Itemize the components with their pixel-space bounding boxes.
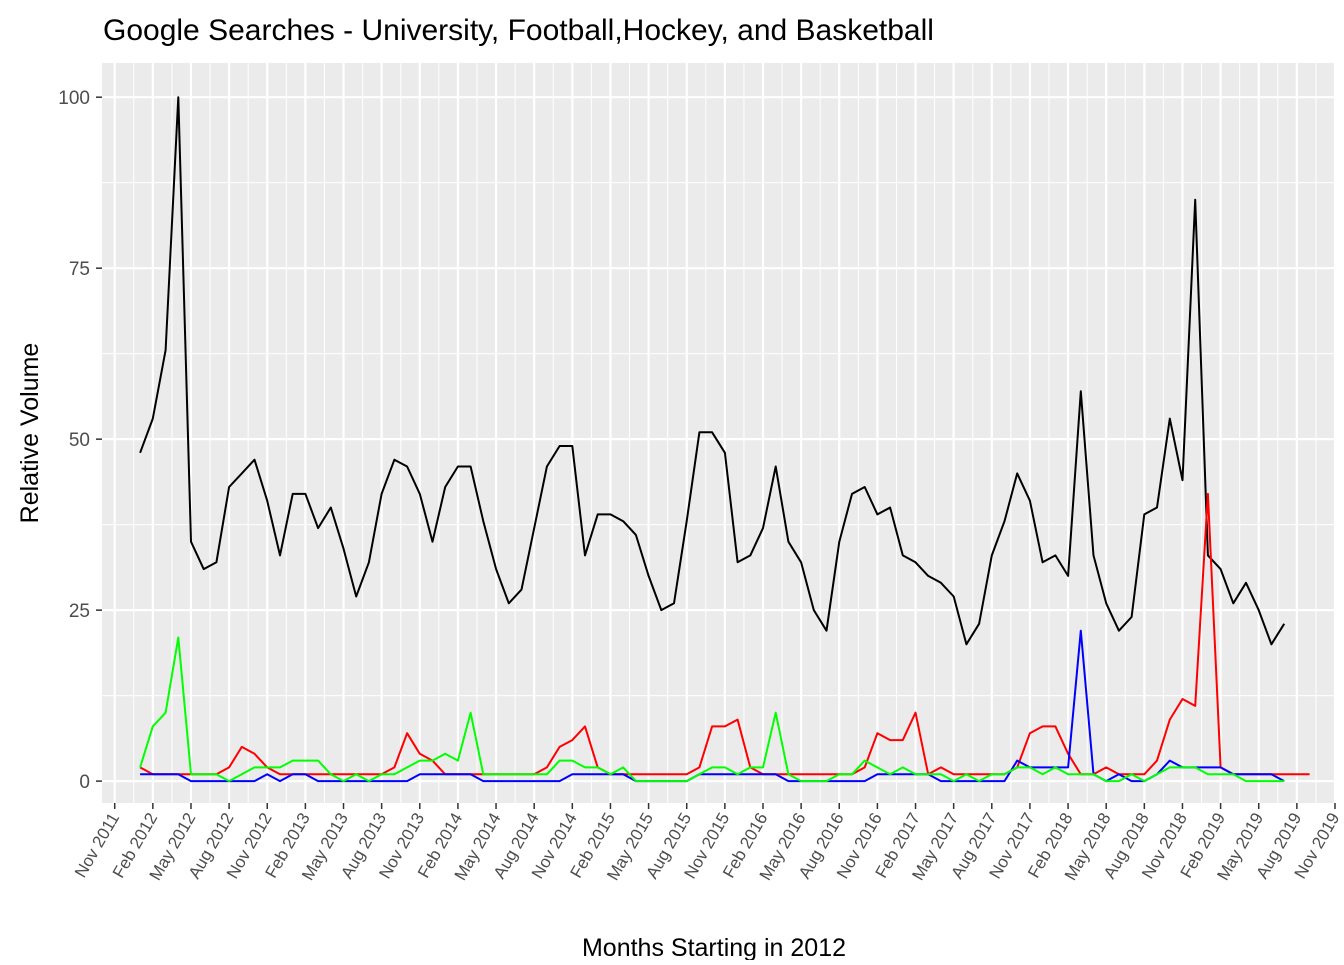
major-gridlines — [102, 63, 1337, 803]
y-tick-label: 100 — [58, 88, 90, 109]
series-line — [139, 636, 1285, 783]
series-line — [139, 96, 1286, 646]
series-line — [139, 492, 1310, 776]
y-tick-label: 75 — [69, 259, 90, 280]
y-axis-title: Relative Volume — [16, 343, 44, 524]
chart-title: Google Searches - University, Football,H… — [103, 14, 934, 47]
series-lines — [139, 96, 1310, 783]
y-tick-label: 25 — [69, 601, 90, 622]
minor-gridlines — [102, 63, 1335, 803]
y-tick-label: 50 — [69, 430, 90, 451]
y-tick-label: 0 — [79, 772, 90, 793]
x-axis-title: Months Starting in 2012 — [582, 934, 846, 960]
y-axis: 0 25 50 75 100 — [58, 88, 102, 793]
plot-panel — [102, 63, 1335, 803]
